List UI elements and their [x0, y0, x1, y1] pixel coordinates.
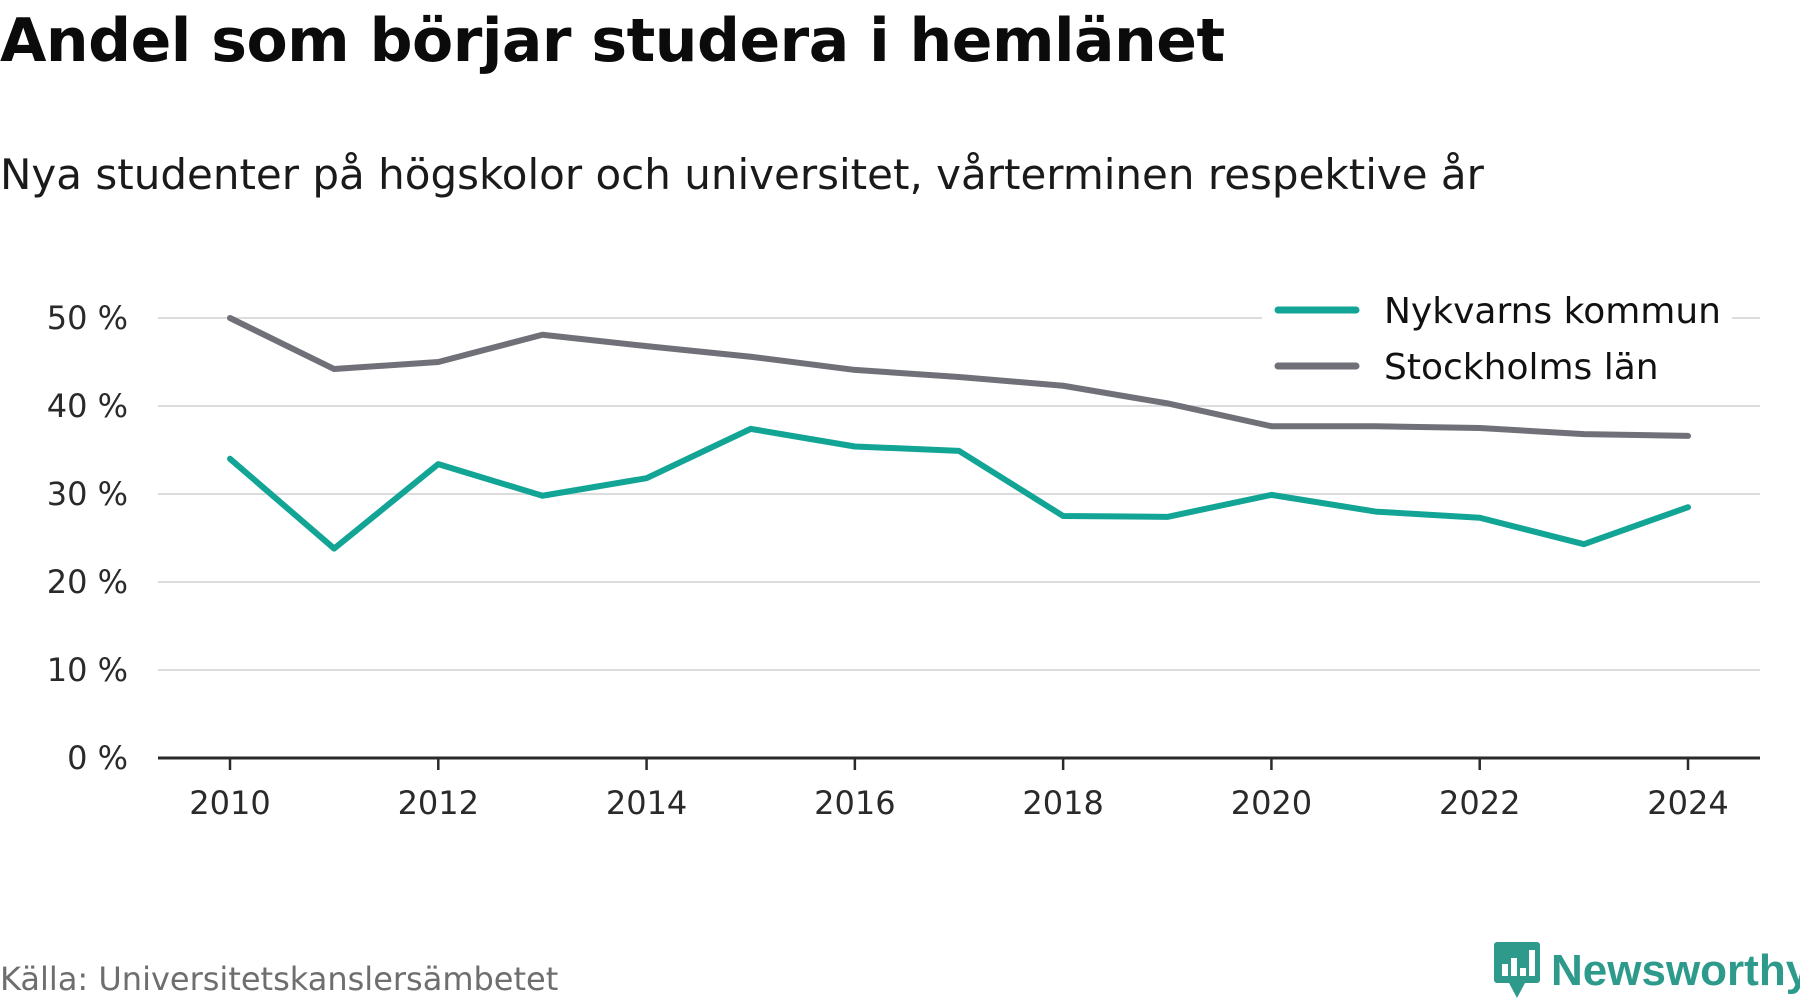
- x-tick-label: 2018: [1022, 784, 1103, 822]
- x-tick-label: 2022: [1439, 784, 1520, 822]
- brand-name: Newsworthy: [1551, 946, 1800, 995]
- x-tick-label: 2024: [1647, 784, 1728, 822]
- chart-subtitle: Nya studenter på högskolor och universit…: [0, 150, 1484, 199]
- y-tick-label: 10 %: [47, 651, 128, 689]
- y-tick-label: 0 %: [67, 739, 128, 777]
- series-line-2: [227, 315, 1691, 439]
- series-line-1: [227, 425, 1691, 552]
- x-tick-label: 2014: [606, 784, 687, 822]
- y-tick-label: 30 %: [47, 475, 128, 513]
- legend-label: Nykvarns kommun: [1384, 291, 1721, 332]
- x-tick-label: 2020: [1231, 784, 1312, 822]
- x-tick-label: 2012: [398, 784, 479, 822]
- source-note: Källa: Universitetskanslersämbetet: [0, 960, 559, 998]
- x-tick-label: 2016: [814, 784, 895, 822]
- legend-label: Stockholms län: [1384, 347, 1659, 388]
- y-tick-label: 40 %: [47, 387, 128, 425]
- brand-logo: Newsworthy: [1493, 940, 1800, 1002]
- legend-box: [1262, 284, 1732, 402]
- x-tick-label: 2010: [189, 784, 270, 822]
- chart-title: Andel som börjar studera i hemlänet: [0, 6, 1225, 76]
- y-tick-label: 50 %: [47, 299, 128, 337]
- y-tick-label: 20 %: [47, 563, 128, 601]
- newsworthy-logo-icon: [1494, 942, 1540, 998]
